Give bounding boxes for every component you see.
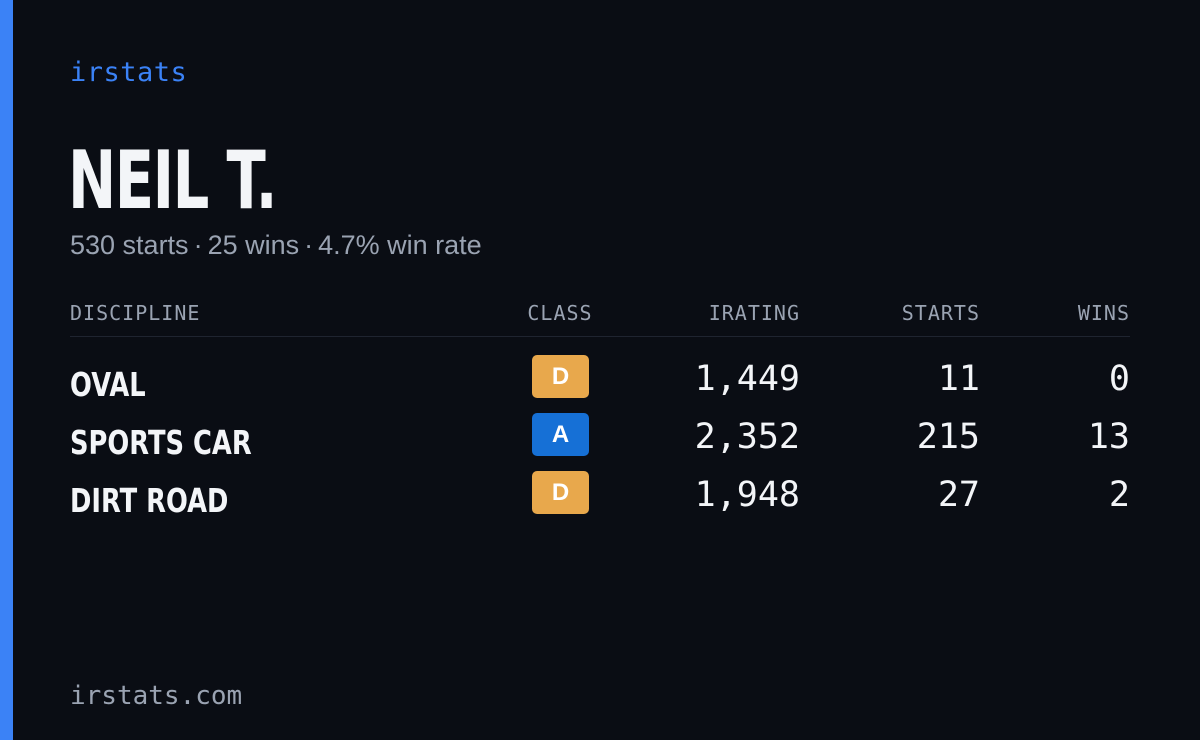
driver-summary: 530 starts · 25 wins · 4.7% win rate bbox=[70, 228, 482, 262]
accent-bar bbox=[0, 0, 13, 740]
brand-logo[interactable]: irstats bbox=[70, 57, 188, 88]
starts-value: 27 bbox=[937, 475, 980, 515]
separator-dot: · bbox=[193, 230, 203, 260]
wins-value: 13 bbox=[1087, 417, 1130, 457]
discipline-name: DIRT ROAD bbox=[70, 481, 229, 520]
table-header: DISCIPLINE CLASS IRATING STARTS WINS bbox=[70, 298, 1130, 337]
wins-value: 2 bbox=[1108, 475, 1130, 515]
win-rate: 4.7% win rate bbox=[318, 230, 482, 260]
footer-url[interactable]: irstats.com bbox=[70, 681, 243, 711]
table-row: DIRT ROAD D 1,948 27 2 bbox=[70, 471, 1130, 529]
header-irating: IRATING bbox=[708, 301, 800, 325]
separator-dot: · bbox=[304, 230, 314, 260]
class-badge: A bbox=[532, 413, 589, 456]
header-class: CLASS bbox=[527, 301, 593, 325]
starts-value: 215 bbox=[916, 417, 980, 457]
discipline-name: SPORTS CAR bbox=[70, 423, 252, 462]
table-row: SPORTS CAR A 2,352 215 13 bbox=[70, 413, 1130, 471]
class-badge: D bbox=[532, 471, 589, 514]
wins-value: 0 bbox=[1108, 359, 1130, 399]
driver-name: NEIL T. bbox=[68, 134, 278, 227]
irating-value: 1,449 bbox=[694, 359, 800, 399]
discipline-name: OVAL bbox=[70, 365, 146, 404]
irating-value: 1,948 bbox=[694, 475, 800, 515]
header-wins: WINS bbox=[1077, 301, 1130, 325]
table-body: OVAL D 1,449 11 0 SPORTS CAR A 2,352 215… bbox=[70, 355, 1130, 529]
starts-value: 11 bbox=[937, 359, 980, 399]
total-starts: 530 starts bbox=[70, 230, 189, 260]
irating-value: 2,352 bbox=[694, 417, 800, 457]
stats-table: DISCIPLINE CLASS IRATING STARTS WINS OVA… bbox=[70, 298, 1130, 529]
table-row: OVAL D 1,449 11 0 bbox=[70, 355, 1130, 413]
class-badge: D bbox=[532, 355, 589, 398]
total-wins: 25 wins bbox=[207, 230, 300, 260]
header-discipline: DISCIPLINE bbox=[70, 301, 201, 325]
header-starts: STARTS bbox=[901, 301, 980, 325]
